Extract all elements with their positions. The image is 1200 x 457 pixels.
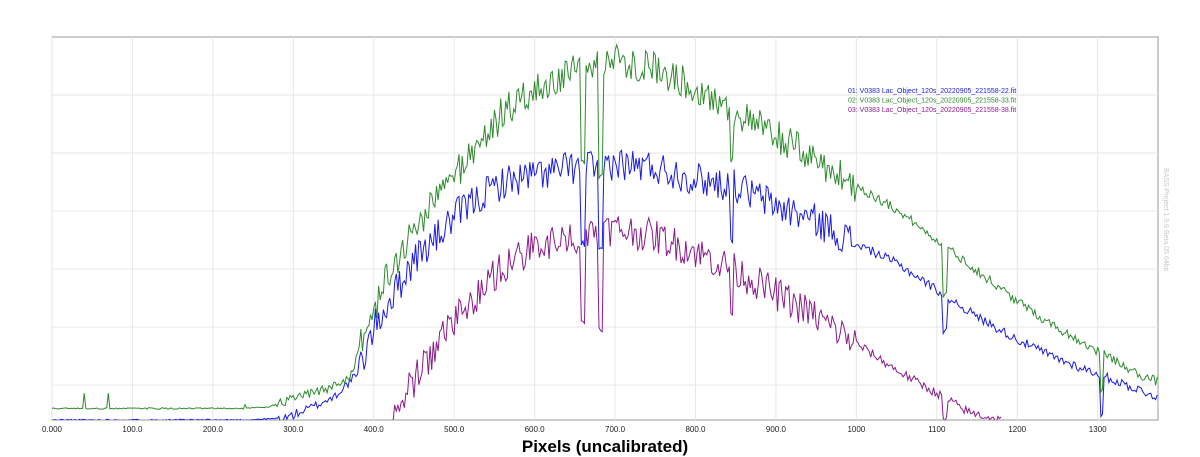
x-axis-label: Pixels (uncalibrated) — [522, 437, 688, 456]
x-tick-labels: 0.000 100.0 200.0 300.0 400.0 500.0 600.0 700.0… — [42, 425, 1107, 434]
x-tick-label: 1300 — [1089, 425, 1107, 434]
x-tick-label: 600.0 — [525, 425, 546, 434]
series-line-1 — [52, 149, 1158, 420]
x-tick-label: 900.0 — [766, 425, 787, 434]
series-line-2 — [52, 43, 1158, 410]
series-group — [52, 43, 1158, 420]
x-tick-label: 0.000 — [42, 425, 63, 434]
x-tick-label: 200.0 — [203, 425, 224, 434]
x-tick-label: 1200 — [1008, 425, 1026, 434]
x-tick-label: 800.0 — [685, 425, 706, 434]
x-tick-label: 1100 — [928, 425, 946, 434]
x-tick-label: 1000 — [847, 425, 865, 434]
series-line-3 — [392, 215, 1002, 420]
x-tick-label: 300.0 — [283, 425, 304, 434]
grid — [51, 37, 1158, 420]
legend-entry-2: 02: V0383 Lac_Object_120s_20220905_22155… — [848, 98, 1016, 105]
legend: 01: V0383 Lac_Object_120s_20220905_22155… — [848, 88, 1016, 114]
x-tick-label: 700.0 — [605, 425, 626, 434]
x-tick-label: 100.0 — [122, 425, 143, 434]
x-tick-label: 400.0 — [364, 425, 385, 434]
legend-entry-3: 03: V0383 Lac_Object_120s_20220905_22155… — [848, 107, 1016, 114]
plot-background — [51, 36, 1159, 421]
watermark-text: BASS Project 1.9.9 Beta 05 64bit — [1162, 168, 1169, 271]
x-tick-label: 500.0 — [444, 425, 465, 434]
legend-entry-1: 01: V0383 Lac_Object_120s_20220905_22155… — [848, 88, 1016, 95]
